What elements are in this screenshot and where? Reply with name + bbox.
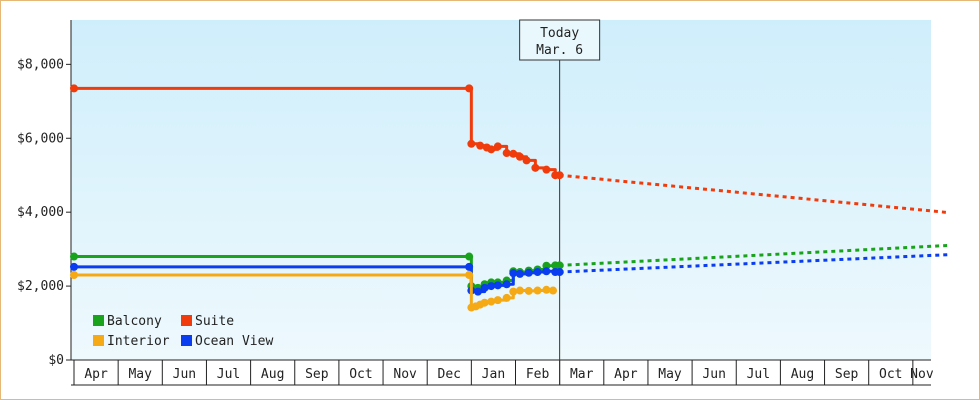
x-tick-label: Sep xyxy=(305,367,329,382)
data-point xyxy=(531,163,540,172)
y-tick-label: $8,000 xyxy=(17,57,64,72)
y-tick-label: $0 xyxy=(48,353,64,368)
legend-swatch xyxy=(93,335,104,346)
data-point xyxy=(467,139,476,148)
data-point xyxy=(555,261,564,270)
data-point xyxy=(473,287,482,296)
data-point xyxy=(509,287,518,296)
data-point xyxy=(70,84,78,93)
x-tick-label: Apr xyxy=(84,367,108,382)
data-point xyxy=(70,262,78,271)
data-point xyxy=(522,156,531,165)
plot-background xyxy=(71,20,931,360)
forecast-line-suite xyxy=(559,173,949,215)
x-tick-label: Jun xyxy=(173,367,196,382)
data-point xyxy=(555,171,564,180)
data-point xyxy=(502,149,511,158)
x-tick-label: Jun xyxy=(702,367,725,382)
y-tick-label: $4,000 xyxy=(17,205,64,220)
today-label-box xyxy=(519,19,601,61)
data-point xyxy=(465,262,474,271)
data-point xyxy=(502,280,511,289)
data-point xyxy=(515,286,524,295)
x-tick-label: Jan xyxy=(482,367,505,382)
x-tick-label: May xyxy=(128,367,152,382)
data-point xyxy=(502,293,511,302)
legend-swatch xyxy=(181,335,192,346)
data-point xyxy=(542,285,551,294)
forecast-line-balcony xyxy=(559,243,949,267)
x-tick-label: May xyxy=(658,367,682,382)
x-axis: Apr May Jun Jul Aug Sep Oct Nov Dec Jan Feb Mar Apr M… xyxy=(71,359,934,386)
legend-label: Suite xyxy=(195,314,234,329)
data-point xyxy=(465,271,474,279)
y-axis: $0 $2,000 $4,000 $6,000 $8,000 xyxy=(17,20,72,368)
data-point xyxy=(493,142,502,151)
data-point xyxy=(542,165,551,174)
data-point xyxy=(542,267,551,276)
data-point xyxy=(465,84,474,93)
data-point xyxy=(493,281,502,290)
data-point xyxy=(465,252,474,261)
y-tick-label: $2,000 xyxy=(17,279,64,294)
data-point xyxy=(542,261,551,270)
forecast-line-ocean-view xyxy=(559,253,949,274)
x-tick-label: Sep xyxy=(835,367,859,382)
series-interior xyxy=(70,271,558,312)
x-tick-label: Nov xyxy=(910,367,934,382)
data-point xyxy=(533,286,542,295)
x-tick-label: Jul xyxy=(747,367,770,382)
data-point xyxy=(515,269,524,278)
legend-swatch xyxy=(93,315,104,326)
legend-label: Interior xyxy=(107,334,170,349)
x-tick-label: Oct xyxy=(879,367,902,382)
data-point xyxy=(515,152,524,161)
data-point xyxy=(524,268,533,277)
legend-swatch xyxy=(181,315,192,326)
x-tick-label: Aug xyxy=(261,367,284,382)
x-tick-label: Mar xyxy=(570,367,594,382)
series-lines xyxy=(70,84,949,312)
data-point xyxy=(493,296,502,305)
x-tick-label: Nov xyxy=(393,367,417,382)
data-point xyxy=(487,297,496,306)
data-point xyxy=(487,145,496,154)
data-point xyxy=(555,268,564,277)
data-point xyxy=(480,283,489,292)
today-label-line2: Mar. 6 xyxy=(536,43,583,58)
x-tick-label: Feb xyxy=(526,367,550,382)
legend-label: Balcony xyxy=(107,314,162,329)
data-point xyxy=(476,141,485,150)
legend: Balcony Suite Interior Ocean View xyxy=(93,314,273,349)
x-tick-label: Jul xyxy=(217,367,240,382)
data-point xyxy=(533,268,542,277)
series-ocean-view xyxy=(70,253,949,296)
data-point xyxy=(509,269,518,278)
x-tick-label: Aug xyxy=(791,367,814,382)
x-tick-label: Apr xyxy=(614,367,638,382)
today-label-line1: Today xyxy=(540,26,579,41)
data-point xyxy=(509,149,518,158)
data-point xyxy=(487,282,496,291)
data-point xyxy=(524,286,533,295)
legend-label: Ocean View xyxy=(195,334,273,349)
today-marker: Today Mar. 6 xyxy=(519,19,601,385)
x-tick-label: Dec xyxy=(438,367,461,382)
data-point xyxy=(70,252,78,261)
data-point xyxy=(70,271,78,279)
data-point xyxy=(480,298,489,307)
series-suite xyxy=(70,84,949,215)
x-tick-label: Oct xyxy=(349,367,372,382)
y-tick-label: $6,000 xyxy=(17,131,64,146)
data-point xyxy=(549,286,558,295)
